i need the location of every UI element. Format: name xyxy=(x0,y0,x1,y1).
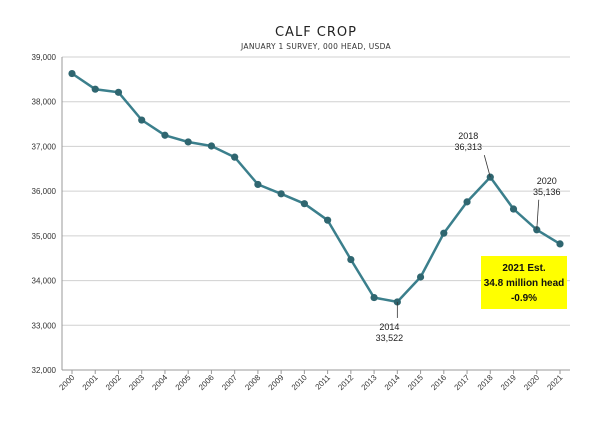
annotation-leader xyxy=(483,155,491,178)
x-tick-label: 2017 xyxy=(453,373,472,392)
x-tick-label: 2011 xyxy=(314,373,333,392)
y-tick-label: 33,000 xyxy=(32,321,57,330)
x-tick-label: 2001 xyxy=(81,373,100,392)
annotation-leader xyxy=(536,199,540,230)
data-point xyxy=(138,116,146,124)
x-tick-label: 2008 xyxy=(243,373,262,392)
estimate-line-1: 2021 Est. xyxy=(502,263,546,274)
data-point xyxy=(556,240,564,248)
data-point xyxy=(68,69,76,78)
x-tick-label: 2019 xyxy=(499,373,518,392)
data-point xyxy=(161,131,169,139)
chart-title: CALF CROP xyxy=(275,25,357,40)
x-tick-label: 2018 xyxy=(476,373,495,392)
data-point xyxy=(91,85,99,93)
data-point xyxy=(231,153,239,161)
data-point xyxy=(370,293,378,302)
y-tick-label: 37,000 xyxy=(32,142,57,151)
x-tick-label: 2002 xyxy=(104,373,123,392)
data-point xyxy=(324,216,332,224)
annotation-year: 2014 xyxy=(379,322,399,332)
y-axis-ticks: 32,000 33,000 34,000 35,000 36,000 37,000 38,0… xyxy=(32,53,57,375)
annotation-year: 2020 xyxy=(537,176,557,186)
data-point xyxy=(277,190,285,198)
x-tick-label: 2005 xyxy=(174,373,193,392)
annotation-value: 35,136 xyxy=(533,187,561,197)
y-tick-label: 32,000 xyxy=(32,366,57,375)
x-tick-label: 2015 xyxy=(406,373,425,392)
estimate-line-2: 34.8 million head xyxy=(484,278,565,289)
x-tick-label: 2000 xyxy=(57,373,76,392)
data-point xyxy=(114,88,123,96)
data-point xyxy=(300,200,308,208)
data-point xyxy=(207,142,216,150)
x-tick-label: 2007 xyxy=(220,373,239,392)
x-tick-label: 2013 xyxy=(360,373,379,392)
x-tick-label: 2016 xyxy=(429,373,448,392)
y-tick-label: 35,000 xyxy=(32,232,57,241)
data-point xyxy=(463,198,471,206)
data-point xyxy=(254,180,262,189)
chart-subtitle: JANUARY 1 SURVEY, 000 HEAD, USDA xyxy=(240,42,392,51)
estimate-box-background xyxy=(481,256,567,309)
y-tick-label: 38,000 xyxy=(32,98,57,107)
annotation-value: 36,313 xyxy=(455,142,483,152)
annotation-value: 33,522 xyxy=(376,333,404,343)
x-tick-label: 2003 xyxy=(127,373,146,392)
x-tick-label: 2020 xyxy=(522,373,541,392)
y-tick-label: 39,000 xyxy=(32,53,57,62)
data-point xyxy=(509,205,518,213)
series-calf-crop xyxy=(68,69,564,306)
x-axis-ticks: 2000 2001 2002 2003 2004 2005 2006 2007 2008 2009… xyxy=(57,370,565,392)
y-tick-label: 36,000 xyxy=(32,187,57,196)
data-point xyxy=(184,138,192,146)
estimate-line-3: -0.9% xyxy=(511,293,537,304)
series-line xyxy=(71,72,561,304)
estimate-box: 2021 Est. 34.8 million head -0.9% xyxy=(481,256,567,309)
x-tick-label: 2006 xyxy=(197,373,216,392)
x-tick-label: 2009 xyxy=(267,373,286,392)
x-tick-label: 2014 xyxy=(383,373,402,392)
data-point xyxy=(347,255,355,264)
y-tick-label: 34,000 xyxy=(32,277,57,286)
x-tick-label: 2010 xyxy=(290,373,309,392)
data-point xyxy=(440,229,448,237)
x-tick-label: 2021 xyxy=(545,373,564,392)
gridlines xyxy=(61,56,570,371)
annotation-year: 2018 xyxy=(458,131,478,141)
x-tick-label: 2012 xyxy=(336,373,355,392)
data-point xyxy=(416,273,425,281)
x-tick-label: 2004 xyxy=(150,373,169,392)
